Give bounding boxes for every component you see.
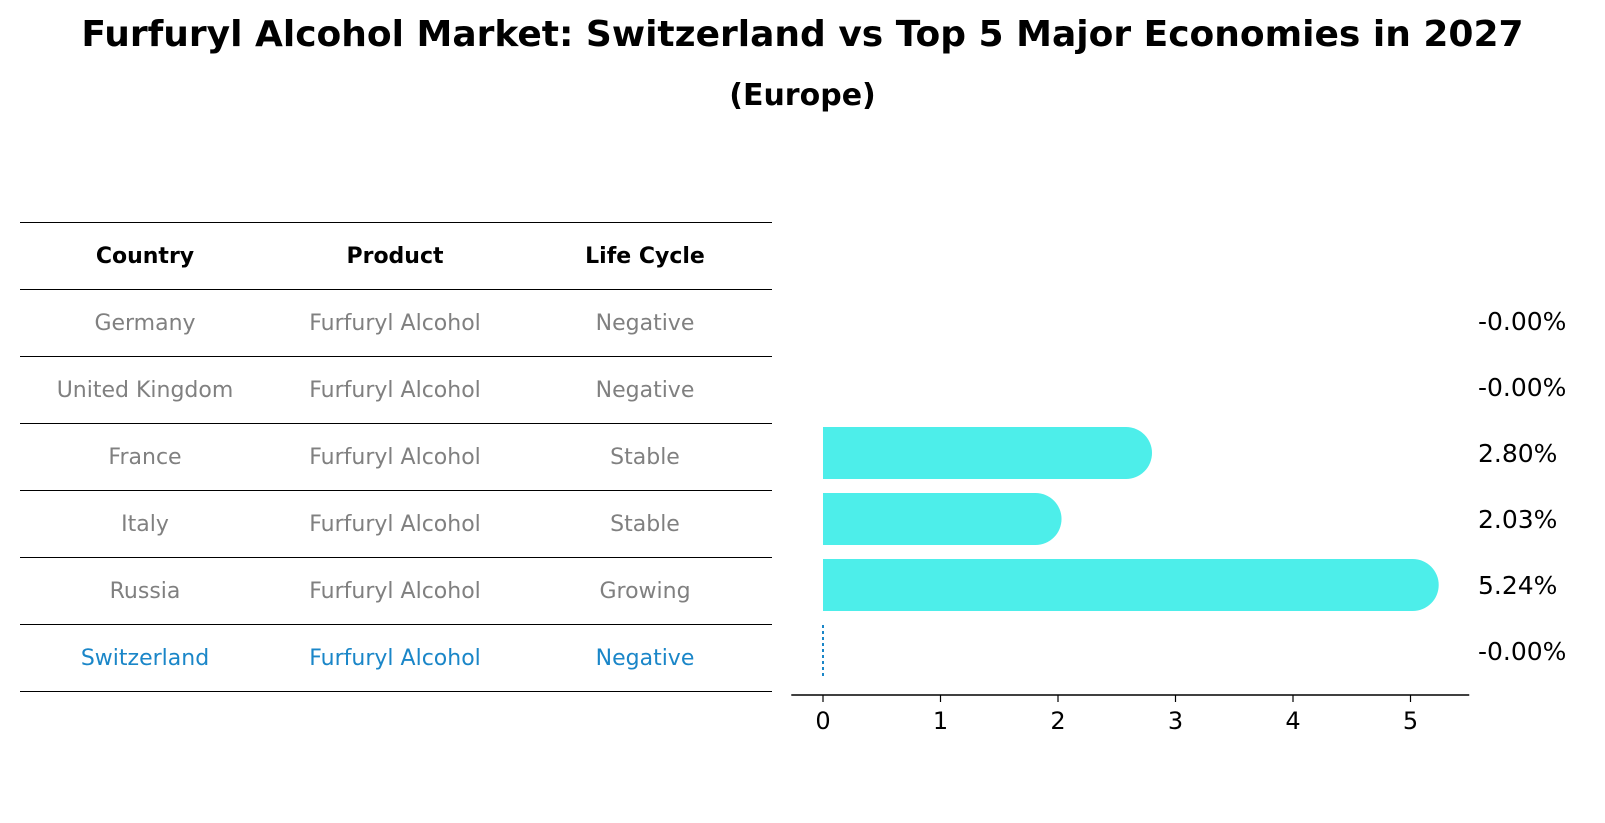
x-tick-label: 0 — [815, 707, 830, 735]
table-row: United Kingdom Furfuryl Alcohol Negative — [20, 356, 772, 423]
cell-life-cycle: Negative — [595, 377, 695, 403]
table-header-row: Country Product Life Cycle — [20, 222, 772, 289]
x-tick-label: 2 — [1050, 707, 1065, 735]
chart-title: Furfuryl Alcohol Market: Switzerland vs … — [81, 14, 1524, 55]
cell-country: Italy — [121, 511, 169, 537]
cell-life-cycle: Stable — [610, 511, 680, 537]
cell-country: Russia — [109, 578, 181, 604]
table-row: Germany Furfuryl Alcohol Negative — [20, 289, 772, 356]
bar-france — [823, 427, 1152, 479]
cell-country: United Kingdom — [56, 377, 234, 403]
value-label: 5.24% — [1478, 571, 1557, 600]
cell-product: Furfuryl Alcohol — [309, 444, 481, 470]
cell-life-cycle: Stable — [610, 444, 680, 470]
cell-product: Furfuryl Alcohol — [309, 377, 481, 403]
cell-country: Germany — [94, 310, 196, 336]
cell-product: Furfuryl Alcohol — [309, 645, 481, 671]
header-product: Product — [346, 243, 444, 269]
header-life-cycle: Life Cycle — [585, 243, 705, 269]
table-row: Russia Furfuryl Alcohol Growing — [20, 557, 772, 624]
cell-product: Furfuryl Alcohol — [309, 578, 481, 604]
header-country: Country — [95, 243, 195, 269]
x-tick-label: 4 — [1285, 707, 1300, 735]
x-tick-label: 3 — [1168, 707, 1183, 735]
country-table: Country Product Life Cycle Germany Furfu… — [20, 222, 772, 692]
value-label: -0.00% — [1478, 307, 1566, 336]
cell-country: France — [108, 444, 182, 470]
value-label: -0.00% — [1478, 373, 1566, 402]
x-tick-label: 1 — [933, 707, 948, 735]
bar-italy — [823, 493, 1062, 545]
chart-subtitle: (Europe) — [729, 78, 876, 113]
table-row: France Furfuryl Alcohol Stable — [20, 423, 772, 490]
cell-country: Switzerland — [80, 645, 210, 671]
value-label: 2.80% — [1478, 439, 1557, 468]
cell-life-cycle: Negative — [595, 310, 695, 336]
table-row-highlighted: Switzerland Furfuryl Alcohol Negative — [20, 624, 772, 692]
table-row: Italy Furfuryl Alcohol Stable — [20, 490, 772, 557]
cell-product: Furfuryl Alcohol — [309, 310, 481, 336]
value-label: -0.00% — [1478, 637, 1566, 666]
cell-life-cycle: Growing — [599, 578, 691, 604]
cell-product: Furfuryl Alcohol — [309, 511, 481, 537]
cell-life-cycle: Negative — [595, 645, 695, 671]
bar-russia — [823, 559, 1439, 611]
x-tick-label: 5 — [1403, 707, 1418, 735]
value-label: 2.03% — [1478, 505, 1557, 534]
